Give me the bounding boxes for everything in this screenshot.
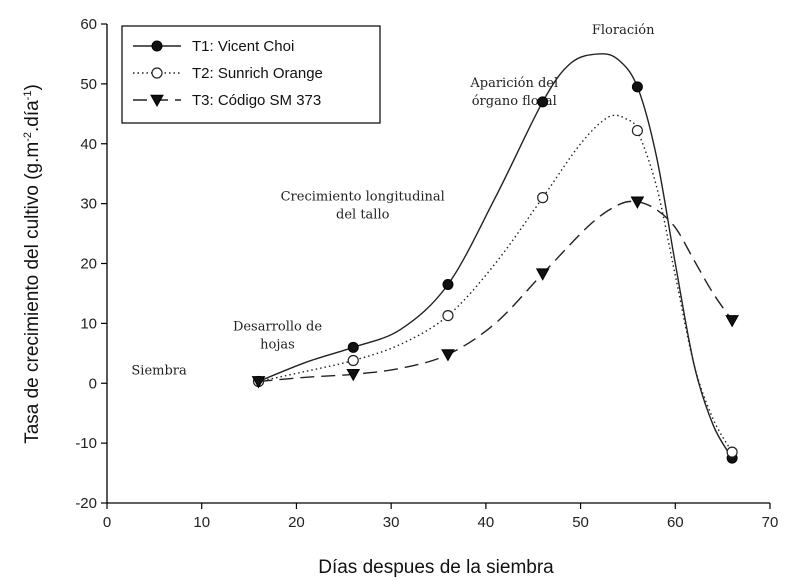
annotation: Floración — [592, 23, 655, 38]
annotation-line: órgano floral — [472, 94, 557, 109]
data-point — [442, 309, 454, 322]
legend-label: T1: Vicent Choi — [192, 38, 294, 55]
y-axis-title-sup1: -2 — [22, 132, 34, 142]
data-point — [537, 96, 549, 108]
data-point — [537, 192, 549, 204]
x-tick-label: 70 — [762, 514, 779, 531]
annotation-line: Siembra — [131, 363, 187, 378]
annotation: Desarrollo de hojas — [233, 320, 322, 353]
annotation-line: Aparición del — [469, 76, 558, 91]
x-axis-title: Días despues de la siembra — [318, 557, 554, 578]
data-point — [347, 354, 359, 367]
legend: T1: Vicent Choi T2: Sunrich Orange T3: Cód… — [121, 25, 381, 124]
y-tick-label: -20 — [75, 495, 97, 512]
y-tick-label: 0 — [89, 375, 97, 392]
x-tick-label: 20 — [288, 514, 305, 531]
data-point — [347, 341, 359, 353]
x-tick-label: 50 — [572, 514, 589, 531]
data-point — [442, 278, 454, 290]
y-axis-title: Tasa de crecimiento del cultivo (g.m-2.d… — [22, 84, 43, 444]
y-tick-label: 50 — [80, 76, 97, 93]
data-point — [726, 446, 738, 458]
legend-marker — [151, 67, 163, 79]
legend-label: T2: Sunrich Orange — [192, 65, 323, 82]
data-point — [630, 196, 645, 209]
annotation: Siembra — [131, 363, 187, 378]
y-axis-title-sup2: -1 — [22, 91, 34, 101]
series-line — [258, 53, 733, 459]
annotation-line: Floración — [592, 23, 655, 38]
series-line — [258, 200, 733, 383]
legend-marker — [151, 40, 163, 52]
axes: 0 10 20 30 40 50 60 70 -20 -10 0 10 20 30 40 50 60 — [75, 16, 778, 531]
data-point — [251, 376, 266, 389]
y-tick-label: 60 — [80, 16, 97, 33]
annotation-line: Desarrollo de — [233, 320, 322, 335]
annotation-line: Crecimiento longitudinal — [281, 190, 445, 205]
annotations: Siembra Desarrollo de hojas Crecimiento lon… — [131, 23, 655, 378]
data-point — [631, 124, 644, 137]
annotation-line: del tallo — [336, 208, 390, 223]
data-point — [631, 81, 643, 93]
x-tick-label: 60 — [667, 514, 684, 531]
data-point — [725, 315, 739, 328]
series-3 — [251, 196, 739, 389]
x-tick-label: 0 — [103, 514, 111, 531]
y-axis-title-main: Tasa de crecimiento del cultivo (g.m — [22, 142, 43, 444]
annotation: Crecimiento longitudinal del tallo — [281, 190, 445, 223]
annotation: Aparición del órgano floral — [469, 76, 558, 109]
data-point — [441, 349, 455, 362]
legend-label: T3: Código SM 373 — [192, 92, 321, 109]
y-tick-label: -10 — [75, 435, 97, 452]
y-tick-label: 10 — [80, 315, 97, 332]
y-tick-label: 30 — [80, 196, 97, 213]
series-2 — [252, 114, 738, 458]
legend-marker — [150, 94, 164, 108]
annotation-line: hojas — [260, 338, 295, 353]
data-point — [535, 268, 550, 281]
y-axis-title-mid: .día — [22, 100, 43, 132]
y-tick-label: 40 — [80, 136, 97, 153]
y-axis-title-end: ) — [22, 84, 43, 90]
y-tick-label: 20 — [80, 256, 97, 273]
x-tick-label: 30 — [383, 514, 400, 531]
legend-box — [121, 25, 381, 124]
x-tick-label: 10 — [193, 514, 210, 531]
data-point — [346, 368, 361, 382]
series-line — [258, 114, 733, 453]
x-tick-label: 40 — [478, 514, 495, 531]
series-lines — [251, 53, 739, 464]
